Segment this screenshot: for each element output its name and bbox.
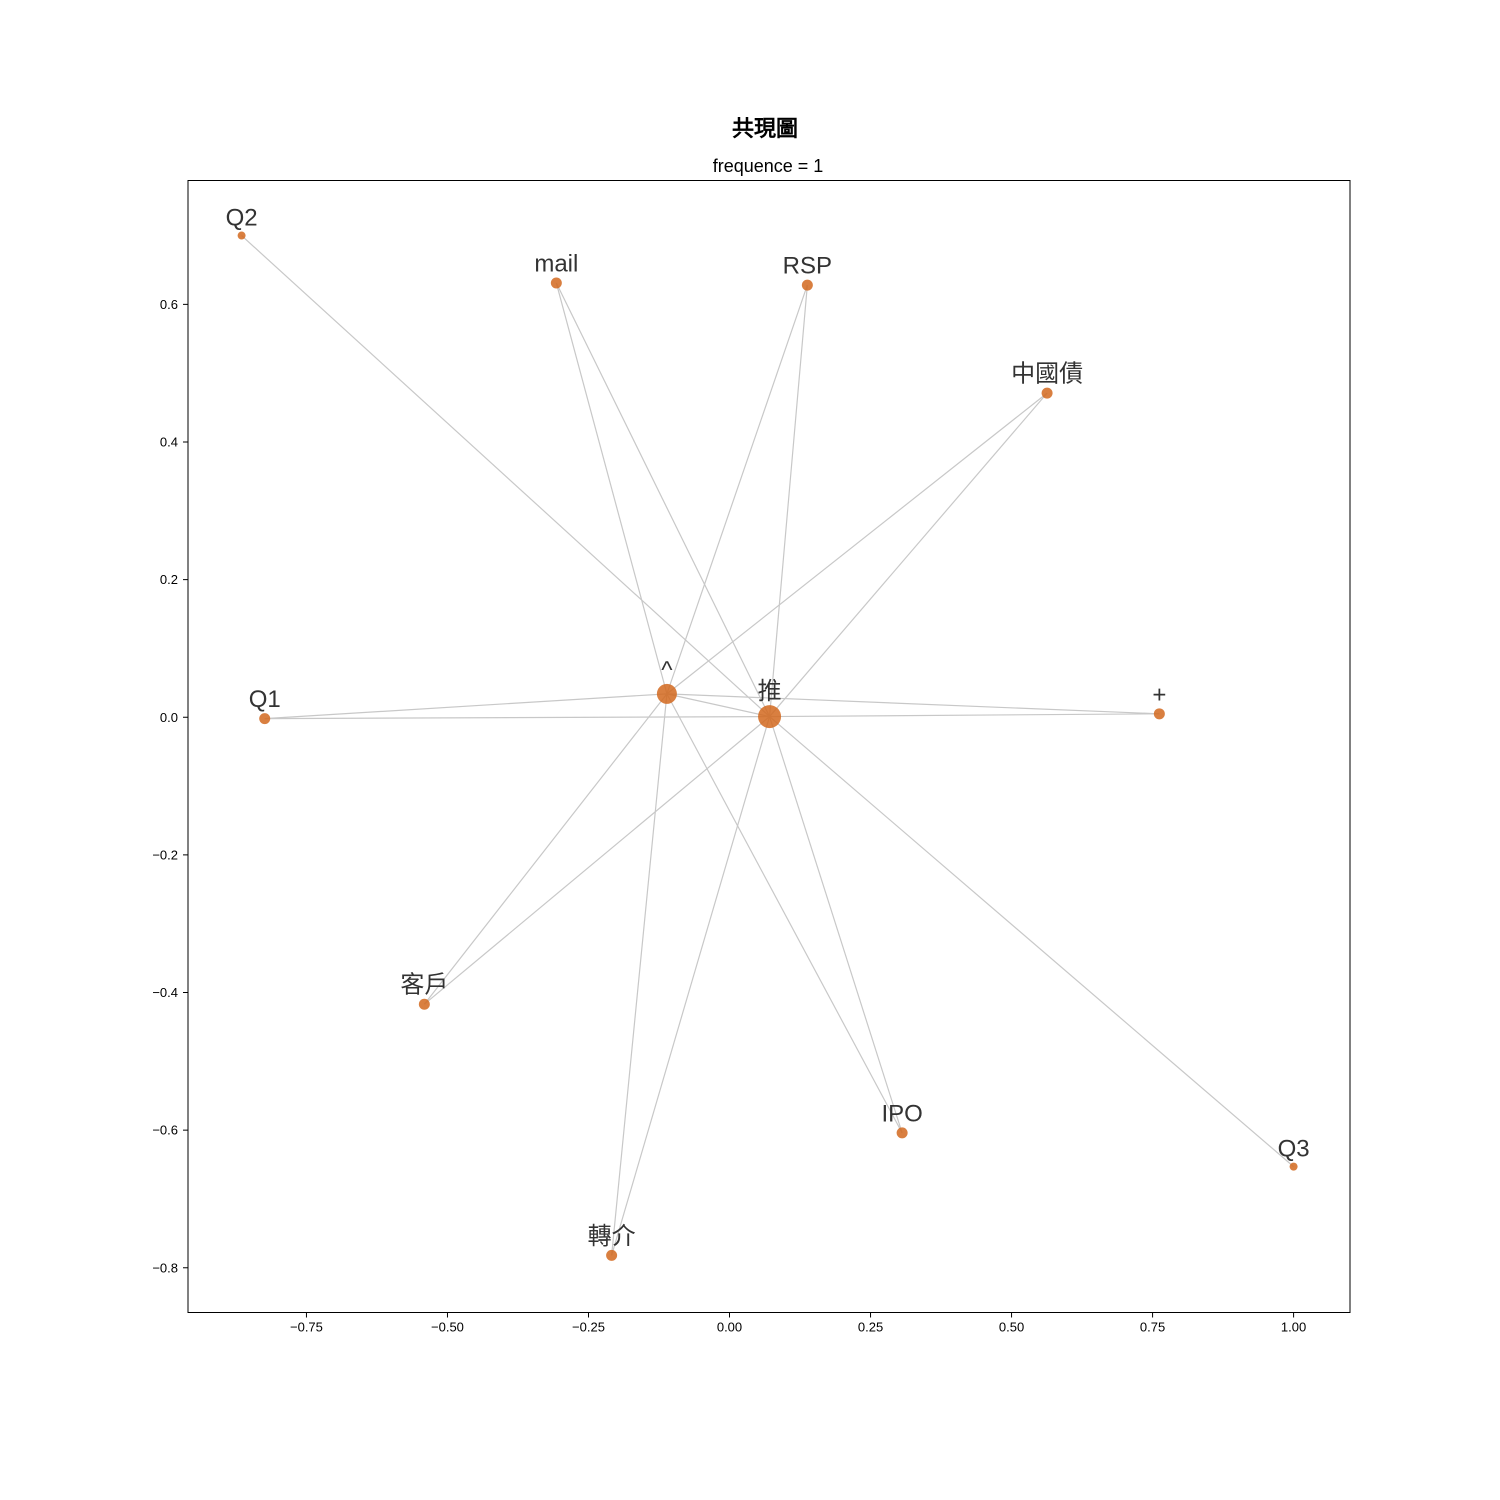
node-5 [259,713,271,725]
edge-3 [666,284,808,695]
node-7 [1153,708,1165,720]
y-tick-label-2: 0.2 [160,572,178,587]
edge-16 [769,716,1294,1168]
edge-1 [555,282,668,695]
node-label-10: Q3 [1278,1136,1310,1163]
node-8 [418,998,430,1010]
edge-4 [768,285,808,717]
y-tick-label-6: −0.6 [152,1123,178,1138]
node-label-8: 客戶 [400,972,448,999]
y-tick-label-5: −0.4 [152,985,178,1000]
node-label-4: ^ [661,657,673,684]
edge-13 [423,716,770,1005]
node-label-7: + [1152,681,1166,708]
x-tick-label-3: 0.00 [717,1320,742,1335]
edge-9 [666,693,770,718]
edge-8 [264,715,770,720]
y-tick-label-3: 0.0 [160,710,178,725]
edge-17 [611,693,668,1256]
x-tick-label-2: −0.25 [572,1320,605,1335]
x-tick-label-5: 0.50 [999,1320,1024,1335]
node-2 [801,279,813,291]
node-4 [656,683,677,704]
x-tick-label-7: 1.00 [1281,1320,1306,1335]
node-label-3: 中國債 [1011,361,1083,388]
edge-0 [241,235,770,718]
edge-18 [611,716,771,1256]
node-11 [606,1249,618,1261]
edge-12 [423,693,668,1005]
x-axis: −0.75 −0.50 −0.25 0.00 0.25 0.50 0.75 1.00 [290,1312,1306,1335]
node-label-9: IPO [881,1100,922,1127]
edges-layer [241,235,1294,1256]
node-1 [550,277,562,289]
plot-area-frame [187,180,1351,1313]
node-label-5: Q1 [249,686,281,713]
edge-11 [769,713,1160,718]
y-tick-label-0: 0.6 [160,297,178,312]
node-0 [237,231,246,240]
x-tick-label-0: −0.75 [290,1320,323,1335]
edge-14 [666,693,903,1134]
node-label-11: 轉介 [588,1223,636,1250]
node-label-2: RSP [783,253,832,280]
node-labels-layer: Q2 mail RSP 中國債 ^ Q1 推 + 客戶 IPO Q3 轉介 [226,205,1310,1250]
node-label-0: Q2 [226,205,258,232]
node-3 [1041,387,1053,399]
x-tick-label-6: 0.75 [1140,1320,1165,1335]
y-tick-label-4: −0.2 [152,847,178,862]
node-label-1: mail [534,251,578,278]
node-9 [896,1127,908,1139]
edge-15 [768,716,903,1134]
node-6 [758,705,782,729]
edge-5 [666,392,1048,695]
edge-6 [769,392,1048,717]
y-axis: 0.6 0.4 0.2 0.0 −0.2 −0.4 −0.6 −0.8 [152,297,188,1275]
nodes-layer [237,231,1298,1261]
x-tick-label-1: −0.50 [431,1320,464,1335]
node-10 [1289,1162,1298,1171]
node-label-6: 推 [758,678,782,705]
x-tick-label-4: 0.25 [858,1320,883,1335]
edge-10 [666,693,1160,715]
chart-title: 共現圖 [732,117,798,142]
edge-2 [555,282,771,717]
edge-7 [264,693,667,720]
y-tick-label-7: −0.8 [152,1260,178,1275]
y-tick-label-1: 0.4 [160,434,178,449]
chart-subtitle: frequence = 1 [713,156,824,176]
